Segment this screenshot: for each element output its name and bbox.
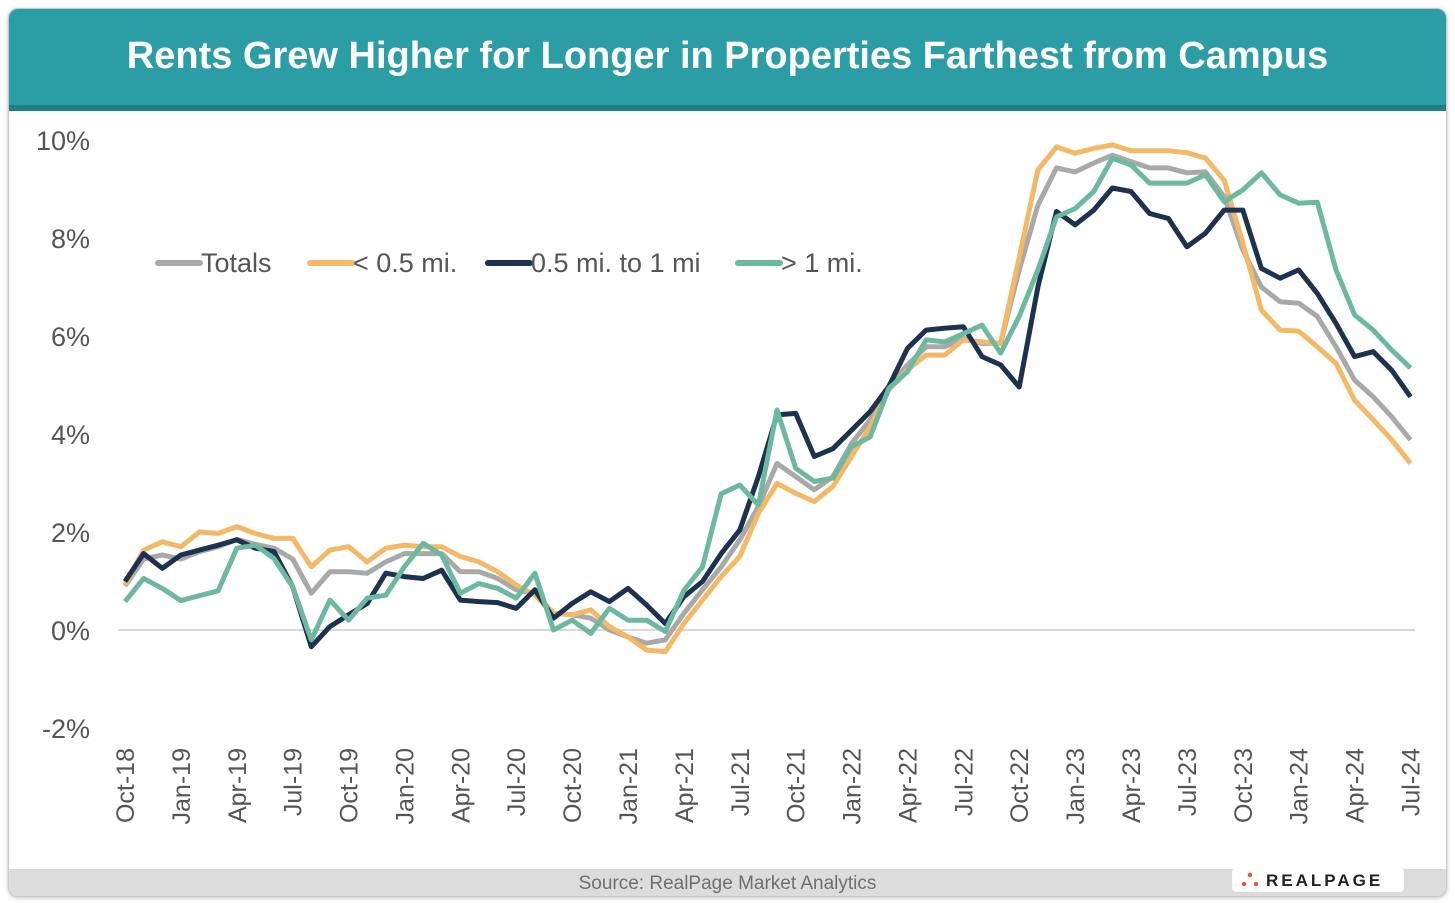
logo-text: REALPAGE xyxy=(1266,871,1384,890)
x-tick-label: Apr-20 xyxy=(447,748,475,823)
x-tick-label: Jan-24 xyxy=(1286,748,1314,825)
x-tick-label: Oct-19 xyxy=(336,748,364,823)
legend-label-half-to-one-mile: 0.5 mi. to 1 mi xyxy=(531,248,701,278)
y-tick-label: 4% xyxy=(51,420,90,450)
x-tick-label: Oct-22 xyxy=(1006,748,1034,823)
x-tick-label: Jan-19 xyxy=(168,748,196,824)
series-line-half-to-one-mile xyxy=(122,185,1413,650)
series-line-under-half-mile xyxy=(122,142,1413,655)
y-tick-label: 2% xyxy=(51,518,90,548)
x-tick-label: Apr-24 xyxy=(1342,748,1370,823)
realpage-logo: REALPAGE xyxy=(1232,868,1404,892)
legend-label-over-one-mile: > 1 mi. xyxy=(781,248,863,278)
x-tick-label: Jan-23 xyxy=(1062,748,1090,824)
x-tick-label: Oct-21 xyxy=(783,748,811,823)
footer-bar: Source: RealPage Market Analytics REALPA… xyxy=(9,868,1446,896)
chart-card: Rents Grew Higher for Longer in Properti… xyxy=(8,8,1447,897)
x-tick-label: Jul-20 xyxy=(503,748,531,816)
y-tick-label: 8% xyxy=(51,224,90,254)
y-tick-label: -2% xyxy=(42,714,90,744)
x-tick-label: Apr-21 xyxy=(671,748,699,823)
x-tick-label: Oct-20 xyxy=(559,748,587,823)
logo-dots-icon xyxy=(1241,872,1259,887)
x-tick-label: Apr-19 xyxy=(224,748,252,823)
x-tick-label: Jan-20 xyxy=(391,748,419,824)
x-tick-label: Jul-23 xyxy=(1174,748,1202,816)
y-tick-label: 6% xyxy=(51,322,90,352)
title-banner: Rents Grew Higher for Longer in Properti… xyxy=(9,9,1446,111)
x-tick-label: Apr-22 xyxy=(894,748,922,823)
x-tick-label: Oct-18 xyxy=(112,748,140,823)
chart-title: Rents Grew Higher for Longer in Properti… xyxy=(126,35,1329,77)
x-tick-label: Jul-19 xyxy=(280,748,308,816)
series-line-totals xyxy=(122,152,1413,646)
x-tick-label: Oct-23 xyxy=(1230,748,1258,823)
x-tick-label: Jul-21 xyxy=(727,748,755,816)
x-tick-label: Jan-21 xyxy=(615,748,643,824)
legend-label-totals: Totals xyxy=(201,248,272,278)
x-tick-label: Jul-22 xyxy=(950,748,978,816)
y-tick-label: 10% xyxy=(36,126,90,156)
x-tick-label: Apr-23 xyxy=(1118,748,1146,823)
y-tick-label: 0% xyxy=(51,616,90,646)
x-tick-label: Jul-24 xyxy=(1397,748,1425,816)
legend-label-under-half-mile: < 0.5 mi. xyxy=(353,248,457,278)
series-line-over-one-mile xyxy=(123,155,1413,643)
source-note: Source: RealPage Market Analytics xyxy=(578,873,877,894)
x-tick-label: Jan-22 xyxy=(839,748,867,824)
